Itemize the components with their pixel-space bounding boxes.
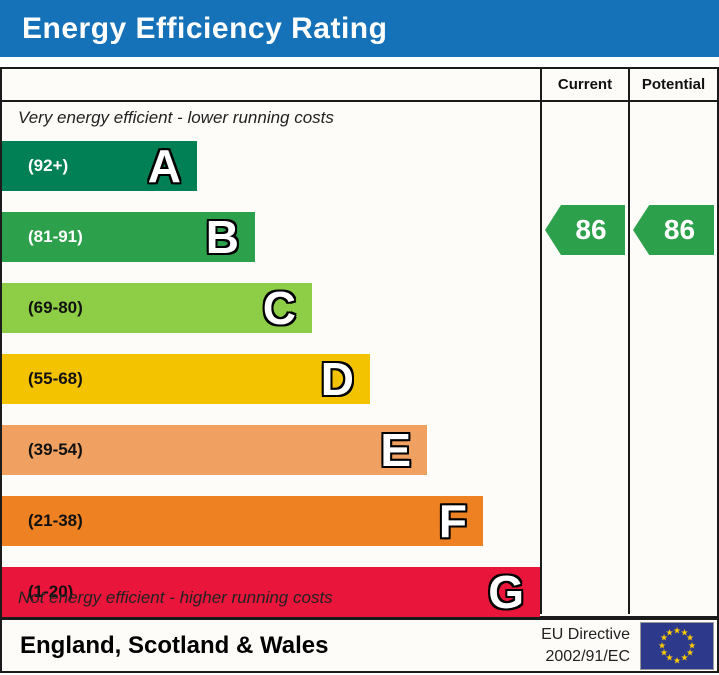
header-cell-empty: [2, 69, 542, 100]
spacer: [0, 57, 719, 67]
band-range-label: (69-80): [28, 298, 83, 317]
eu-flag-star: ★: [659, 632, 669, 643]
band-range-label: (92+): [28, 156, 69, 175]
header-cell-potential: Potential: [641, 76, 706, 93]
epc-band-row-f: (21-38) F: [2, 496, 540, 560]
eu-flag-star: ★: [665, 652, 674, 663]
eu-flag-star: ★: [665, 627, 674, 637]
band-letter: D: [320, 353, 354, 405]
table-header-row: Current Potential: [2, 69, 717, 102]
eu-directive-line1: EU Directive: [541, 625, 630, 643]
epc-band-bar-g: (1-20) G: [2, 567, 540, 617]
band-chart-area: Very energy efficient - lower running co…: [2, 102, 542, 617]
eu-flag-star: ★: [685, 632, 695, 643]
epc-band-row-b: (81-91) B: [2, 212, 540, 276]
current-column: 86: [542, 102, 630, 614]
epc-band-row-g: (1-20) G: [2, 567, 540, 631]
epc-rating-table: Current Potential Very energy efficient …: [0, 67, 719, 618]
epc-band-bar-d: (55-68) D: [2, 354, 370, 404]
epc-band-bar-a: (92+) A: [2, 141, 197, 191]
bottom-note: Not energy efficient - higher running co…: [18, 588, 333, 607]
epc-band-row-d: (55-68) D: [2, 354, 540, 418]
region-label: England, Scotland & Wales: [20, 631, 329, 659]
header-cell-current: Current: [542, 69, 630, 100]
potential-rating-arrow: 86: [633, 205, 714, 255]
band-letter: E: [380, 424, 411, 476]
band-range-label: (21-38): [28, 511, 83, 530]
band-range-label: (39-54): [28, 440, 83, 459]
eu-flag-star: ★: [685, 647, 695, 658]
potential-column: 86: [630, 102, 717, 614]
band-letter: C: [262, 282, 296, 334]
eu-flag-star: ★: [687, 640, 697, 650]
epc-band-bar-b: (81-91) B: [2, 212, 255, 262]
page-title: Energy Efficiency Rating: [22, 11, 388, 45]
table-body: Very energy efficient - lower running co…: [2, 102, 717, 617]
eu-flag-star: ★: [672, 625, 682, 635]
band-letter: B: [205, 211, 239, 263]
band-range-label: (81-91): [28, 227, 83, 246]
epc-band-row-c: (69-80) C: [2, 283, 540, 347]
eu-flag-star: ★: [680, 652, 689, 663]
band-letter: A: [147, 140, 181, 192]
band-letter: G: [488, 566, 524, 618]
band-range-label: (1-20): [28, 582, 74, 601]
eu-directive-label: EU Directive 2002/91/EC: [541, 624, 630, 667]
epc-bands: (92+) A (81-91) B (69-80) C (55-68) D (39-54) E (2…: [2, 134, 540, 617]
eu-flag-star: ★: [680, 627, 689, 637]
eu-flag-star: ★: [672, 655, 682, 665]
top-note: Very energy efficient - lower running co…: [18, 108, 334, 127]
epc-band-bar-e: (39-54) E: [2, 425, 427, 475]
eu-directive-line2: 2002/91/EC: [545, 647, 630, 665]
band-letter: F: [438, 495, 467, 547]
epc-band-row-e: (39-54) E: [2, 425, 540, 489]
current-rating-arrow: 86: [545, 205, 625, 255]
epc-band-bar-c: (69-80) C: [2, 283, 312, 333]
title-bar: Energy Efficiency Rating: [0, 0, 719, 57]
eu-flag-star: ★: [659, 647, 669, 658]
epc-band-row-a: (92+) A: [2, 141, 540, 205]
eu-flag-star: ★: [657, 640, 667, 650]
band-range-label: (55-68): [28, 369, 83, 388]
eu-flag-icon: ★ ★ ★ ★ ★ ★ ★ ★ ★ ★ ★ ★: [640, 621, 714, 670]
footer-bar: England, Scotland & Wales EU Directive 2…: [0, 618, 719, 673]
epc-band-bar-f: (21-38) F: [2, 496, 483, 546]
